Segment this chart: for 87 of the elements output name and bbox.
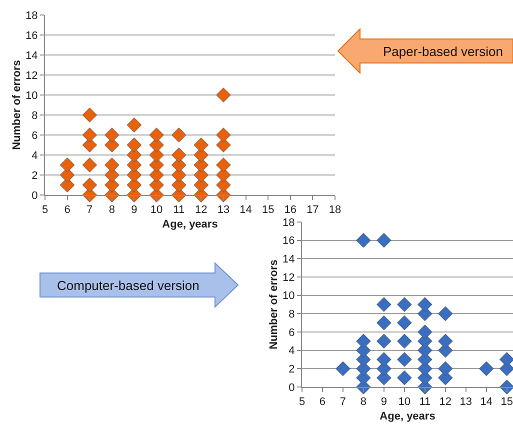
point	[336, 361, 350, 376]
point	[82, 178, 98, 192]
y-tick-label: 2	[288, 364, 295, 376]
point	[397, 352, 412, 367]
y-tick-label: 8	[32, 110, 38, 122]
point	[499, 352, 513, 367]
point	[149, 128, 164, 142]
y-tick-label: 4	[288, 345, 295, 358]
x-tick-label: 13	[217, 204, 230, 216]
y-tick-label: 16	[26, 30, 38, 42]
x-tick-label: 12	[439, 396, 452, 408]
point	[82, 158, 98, 172]
point	[376, 297, 392, 312]
point	[356, 334, 371, 349]
point	[376, 334, 392, 349]
y-tick-label: 14	[26, 50, 38, 62]
x-tick-label: 13	[460, 396, 472, 408]
point	[171, 128, 186, 142]
point	[216, 158, 231, 172]
y-tick-label: 8	[288, 308, 295, 321]
x-tick-label: 8	[108, 204, 115, 216]
point	[376, 352, 392, 367]
point	[82, 128, 98, 142]
point	[418, 324, 432, 340]
point	[397, 334, 412, 349]
x-tick-label: 5	[298, 396, 306, 408]
x-tick-label: 5	[42, 204, 48, 216]
x-tick-label: 7	[340, 396, 346, 408]
point	[499, 380, 513, 394]
x-tick-label: 11	[419, 396, 431, 408]
x-tick-label: 10	[150, 204, 163, 216]
point	[126, 118, 142, 132]
point	[194, 138, 209, 152]
x-axis-title: Age, years	[380, 410, 436, 422]
x-tick-label: 14	[240, 204, 252, 216]
point	[356, 232, 371, 248]
y-tick-label: 0	[288, 382, 295, 394]
point	[438, 306, 453, 322]
y-axis-title: Number of errors	[11, 60, 24, 150]
x-tick-label: 7	[86, 204, 93, 216]
x-tick-label: 15	[500, 396, 513, 408]
x-axis-title: Age, years	[162, 218, 218, 230]
point	[126, 138, 142, 152]
point	[104, 158, 120, 172]
point	[418, 297, 432, 312]
x-tick-label: 9	[131, 204, 138, 216]
point	[60, 158, 75, 172]
y-tick-label: 12	[26, 70, 38, 82]
point	[397, 315, 412, 330]
point	[171, 148, 186, 162]
x-tick-label: 6	[64, 204, 70, 216]
y-tick-label: 6	[32, 130, 38, 142]
x-tick-label: 15	[262, 204, 274, 216]
y-tick-label: 2	[32, 170, 38, 182]
point	[216, 88, 231, 102]
y-tick-label: 6	[288, 326, 295, 339]
x-tick-label: 18	[328, 204, 342, 216]
x-tick-label: 6	[319, 396, 326, 408]
text: Computer-based version	[57, 278, 200, 293]
point	[397, 370, 412, 386]
y-tick-label: 4	[32, 150, 38, 162]
y-tick-label: 16	[282, 235, 295, 248]
point	[376, 232, 392, 248]
y-tick-label: 18	[26, 10, 38, 22]
y-axis-title: Number of errors	[268, 260, 280, 350]
point	[438, 361, 453, 376]
x-tick-label: 12	[195, 204, 208, 216]
point	[438, 334, 453, 349]
x-tick-label: 17	[306, 204, 319, 216]
point	[82, 108, 98, 122]
x-tick-label: 14	[480, 396, 492, 408]
point	[397, 297, 412, 312]
y-tick-label: 10	[26, 90, 38, 102]
y-tick-label: 12	[282, 272, 295, 284]
y-tick-label: 0	[32, 190, 38, 202]
y-tick-label: 18	[282, 216, 295, 229]
point	[216, 128, 231, 142]
y-tick-label: 10	[282, 290, 295, 302]
y-tick-label: 14	[282, 254, 295, 266]
point	[478, 361, 494, 376]
point	[104, 128, 120, 142]
text: Paper-based version	[383, 44, 503, 59]
x-tick-label: 9	[380, 396, 388, 408]
x-tick-label: 10	[398, 396, 411, 408]
x-tick-label: 11	[173, 204, 185, 216]
point	[376, 315, 392, 330]
x-tick-label: 8	[360, 396, 367, 408]
